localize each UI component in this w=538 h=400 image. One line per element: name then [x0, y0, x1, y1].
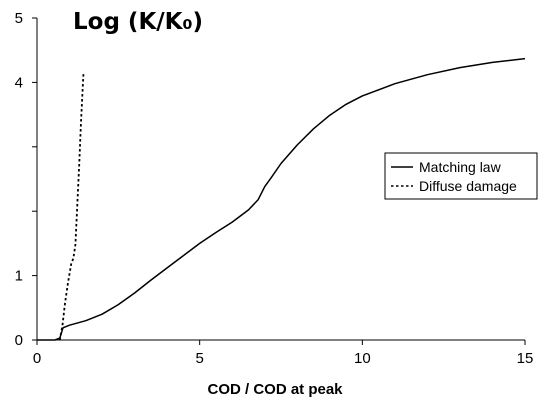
x-axis-title: COD / COD at peak: [207, 381, 343, 398]
y-tick-label: 1: [15, 268, 23, 285]
y-tick-label: 4: [15, 74, 23, 91]
chart-title: Log (K/K₀): [73, 9, 203, 35]
legend: Matching law Diffuse damage: [384, 152, 538, 200]
x-tick-label: 10: [354, 350, 371, 367]
legend-box: [384, 152, 538, 200]
series-line-matching-law: [37, 57, 526, 341]
x-tick-label: 5: [195, 350, 203, 367]
legend-label: Diffuse damage: [419, 178, 517, 194]
legend-label: Matching law: [419, 159, 502, 175]
y-tick-label: 0: [15, 332, 23, 349]
series-line-diffuse-damage: [58, 72, 85, 341]
axes: 0 1 4 5 0 5 10 15: [15, 10, 534, 367]
series-layer: [37, 57, 526, 341]
x-tick-label: 15: [517, 350, 534, 367]
x-tick-label: 0: [33, 350, 41, 367]
y-tick-label: 5: [15, 10, 23, 27]
